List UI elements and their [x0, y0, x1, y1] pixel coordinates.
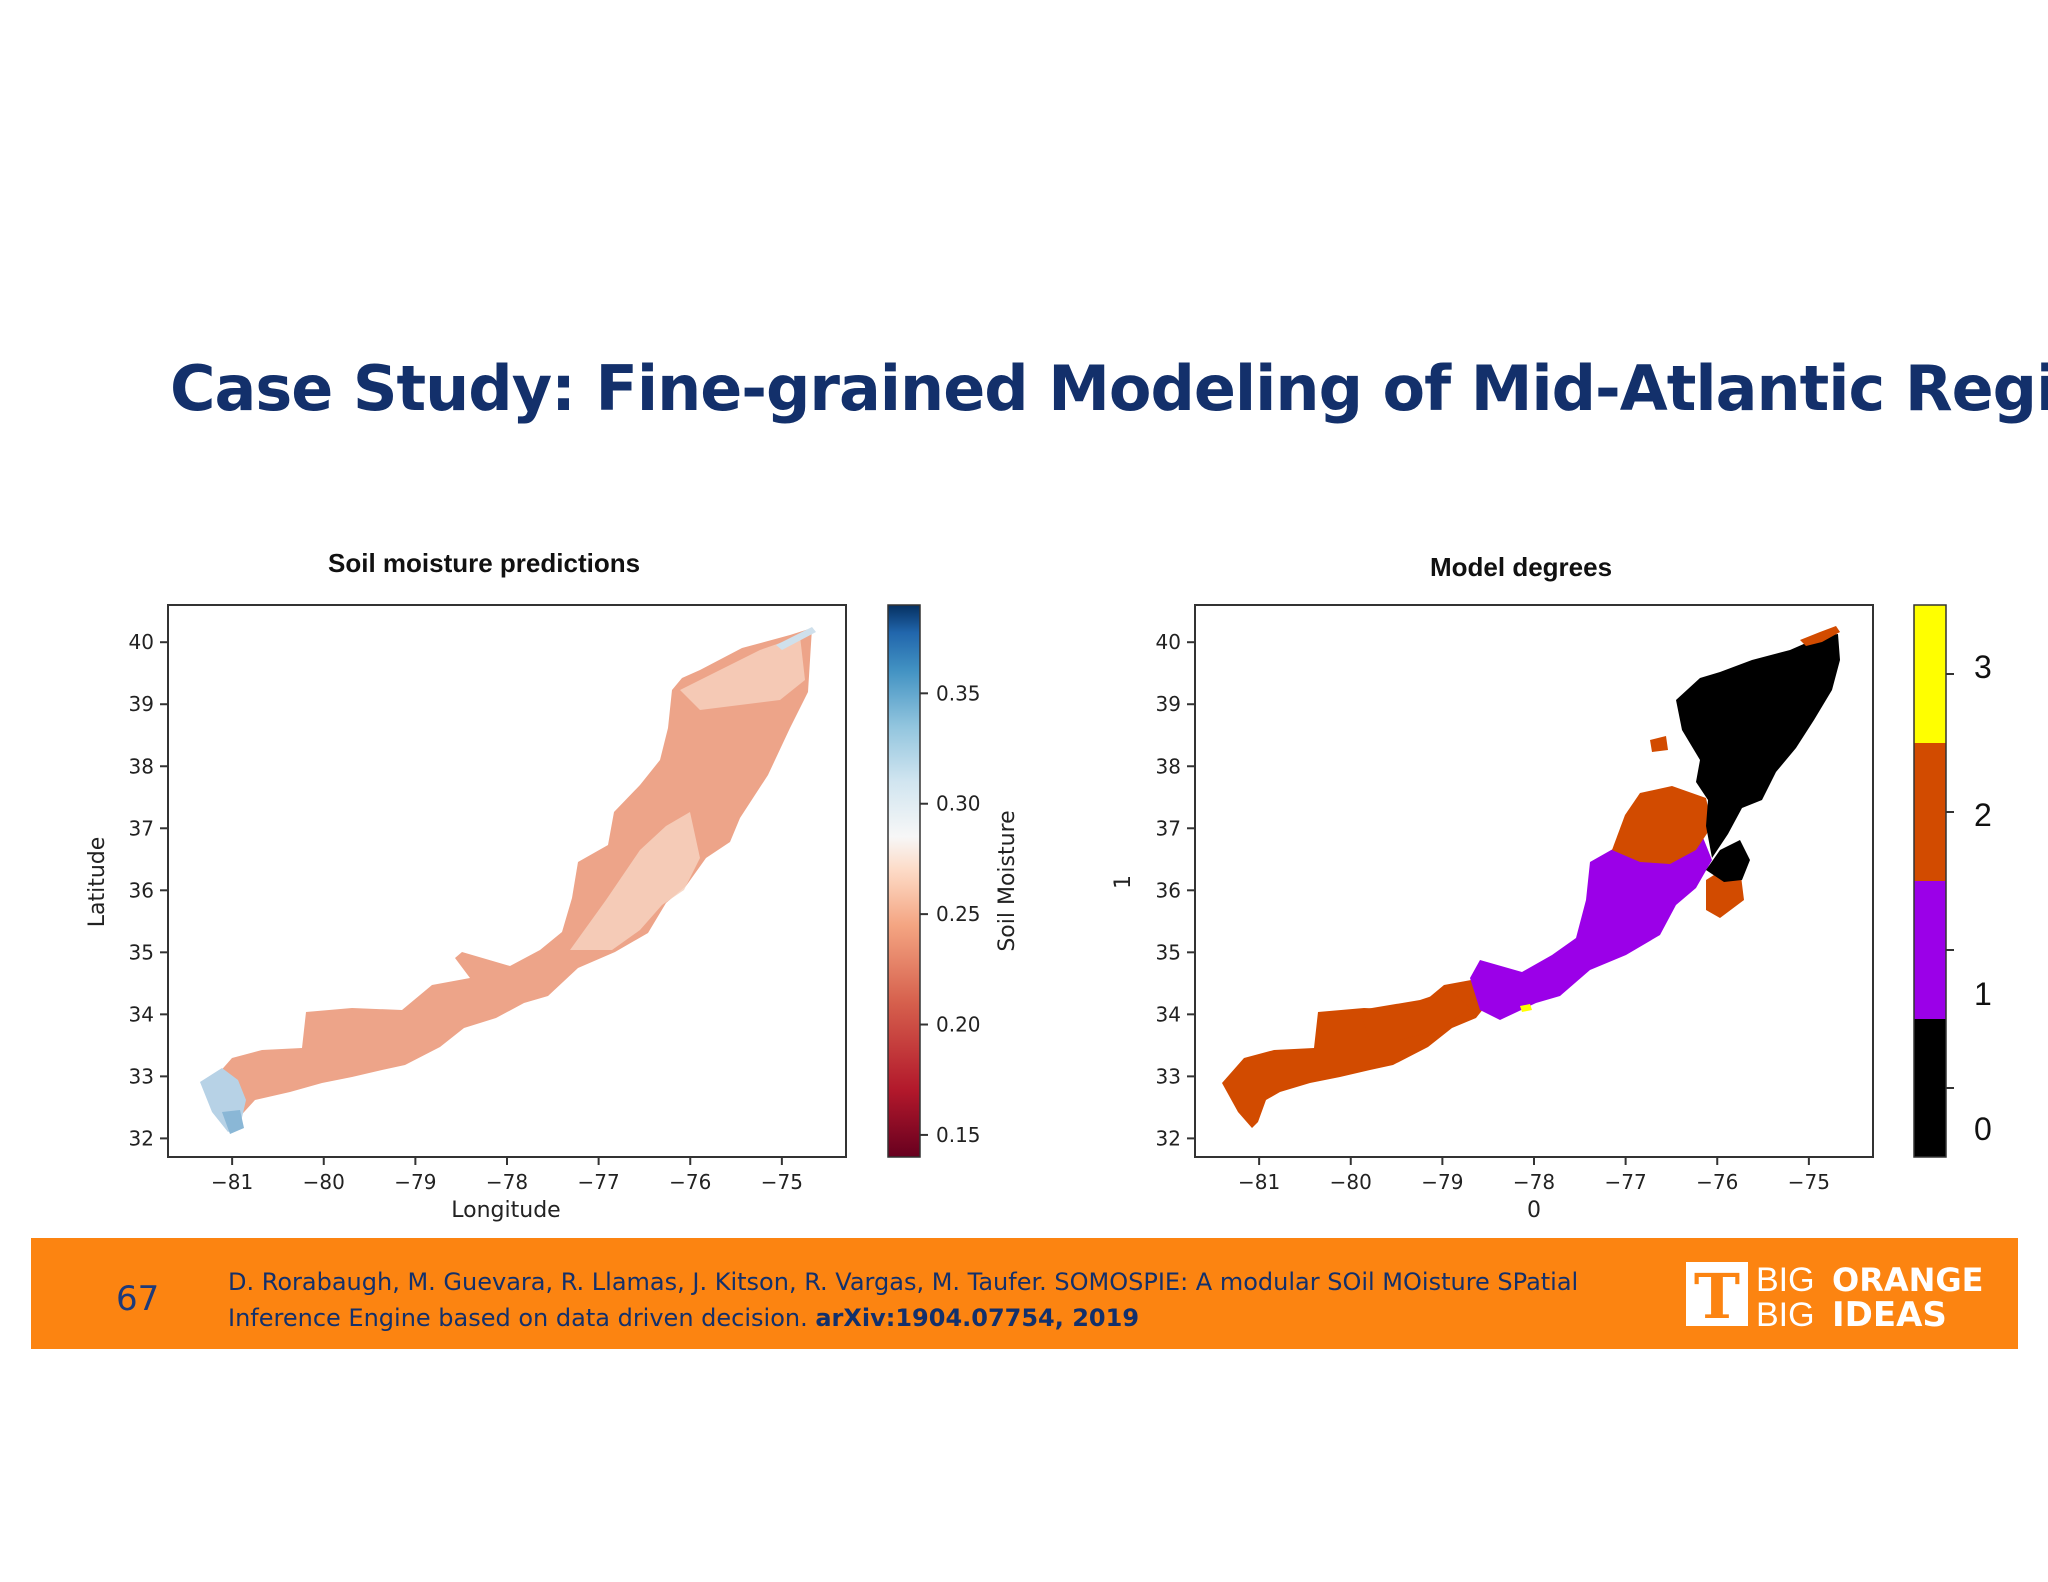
model-degrees-ytick-label: 34 — [1156, 1002, 1181, 1026]
soil-moisture-xtick-label: −76 — [669, 1170, 711, 1194]
model-degrees-colorbar-segment-3 — [1914, 605, 1946, 743]
model-degrees-ytick-label: 35 — [1156, 940, 1181, 964]
model-degrees-xtick-label: −75 — [1788, 1170, 1830, 1194]
soil-moisture-ytick-label: 36 — [129, 878, 154, 902]
soil-moisture-chart-title: Soil moisture predictions — [328, 548, 641, 578]
soil-moisture-ytick-label: 34 — [129, 1002, 154, 1026]
slide-title: Case Study: Fine-grained Modeling of Mid… — [170, 352, 2048, 425]
page-number: 67 — [116, 1279, 160, 1319]
model-degrees-ytick-label: 37 — [1156, 816, 1181, 840]
model-degrees-colorbar-tick-label: 1 — [1974, 976, 1992, 1012]
soil-moisture-ytick-label: 37 — [129, 816, 154, 840]
soil-moisture-colorbar — [887, 604, 921, 1158]
model-degrees-xtick-label: −80 — [1330, 1170, 1372, 1194]
model-degrees-ytick-label: 33 — [1156, 1064, 1181, 1088]
model-degrees-colorbar-ticks: 0 1 2 3 — [1946, 649, 1992, 1147]
citation-reference: arXiv:1904.07754, 2019 — [815, 1304, 1140, 1332]
model-degrees-orange-mid — [1360, 990, 1470, 1040]
logo-ideas: IDEAS — [1832, 1295, 1947, 1330]
model-degrees-xtick-label: −81 — [1238, 1170, 1280, 1194]
soil-moisture-light-north — [680, 636, 805, 710]
soil-moisture-colorbar-tick-label: 0.25 — [936, 902, 981, 926]
soil-moisture-xtick-label: −75 — [761, 1170, 803, 1194]
soil-moisture-y-ticks: 32 33 34 35 36 37 38 39 40 — [129, 630, 168, 1150]
soil-moisture-colorbar-tick-label: 0.15 — [936, 1123, 981, 1147]
soil-moisture-colorbar-tick-label: 0.30 — [936, 792, 981, 816]
soil-moisture-xtick-label: −79 — [394, 1170, 436, 1194]
soil-moisture-colorbar-tick-label: 0.35 — [936, 681, 981, 705]
soil-moisture-region — [200, 627, 816, 1134]
model-degrees-chart-title: Model degrees — [1430, 552, 1613, 582]
model-degrees-orange-mid-north — [1612, 786, 1712, 864]
model-degrees-ytick-label: 39 — [1156, 692, 1181, 716]
citation-text: D. Rorabaugh, M. Guevara, R. Llamas, J. … — [228, 1268, 1579, 1332]
model-degrees-black-patch — [1706, 840, 1750, 882]
model-degrees-colorbar-segment-2 — [1914, 743, 1946, 881]
soil-moisture-light-area — [570, 812, 700, 950]
model-degrees-ytick-label: 32 — [1156, 1126, 1181, 1150]
soil-moisture-xtick-label: −78 — [486, 1170, 528, 1194]
model-degrees-region — [1222, 626, 1840, 1128]
model-degrees-ytick-label: 40 — [1156, 630, 1181, 654]
model-degrees-x-axis-label: 0 — [1527, 1198, 1541, 1223]
model-degrees-yellow-speck — [1520, 1004, 1532, 1012]
citation: D. Rorabaugh, M. Guevara, R. Llamas, J. … — [228, 1264, 1648, 1336]
soil-moisture-ytick-label: 33 — [129, 1064, 154, 1088]
soil-moisture-colorbar-tick-label: 0.20 — [936, 1013, 981, 1037]
soil-moisture-xtick-label: −81 — [211, 1170, 253, 1194]
soil-moisture-ytick-label: 32 — [129, 1126, 154, 1150]
logo-big-1: BIG — [1756, 1261, 1815, 1299]
soil-moisture-ytick-label: 39 — [129, 692, 154, 716]
model-degrees-purple-band — [1470, 812, 1712, 1020]
model-degrees-ytick-label: 38 — [1156, 754, 1181, 778]
model-degrees-colorbar-segment-0 — [1914, 1019, 1946, 1157]
model-degrees-orange-speck-1 — [1800, 626, 1840, 646]
model-degrees-xtick-label: −77 — [1605, 1170, 1647, 1194]
model-degrees-xtick-label: −79 — [1421, 1170, 1463, 1194]
soil-moisture-colorbar-label: Soil Moisture — [995, 810, 1020, 951]
soil-moisture-y-axis-label: Latitude — [85, 837, 110, 928]
model-degrees-xtick-label: −76 — [1696, 1170, 1738, 1194]
logo-mark: T — [1694, 1260, 1740, 1330]
model-degrees-colorbar-tick-label: 2 — [1974, 797, 1992, 833]
model-degrees-y-ticks: 32 33 34 35 36 37 38 39 40 — [1156, 630, 1195, 1150]
soil-moisture-ytick-label: 35 — [129, 940, 154, 964]
soil-moisture-x-ticks: −81 −80 −79 −78 −77 −76 −75 — [211, 1157, 803, 1194]
soil-moisture-plot: 32 33 34 35 36 37 38 39 40 −81 −80 −79 −78 −77 −76 −75… — [85, 604, 1020, 1223]
soil-moisture-ytick-label: 40 — [129, 630, 154, 654]
soil-moisture-blue-spot — [222, 1110, 244, 1134]
soil-moisture-x-axis-label: Longitude — [451, 1198, 560, 1223]
logo-big-2: BIG — [1756, 1296, 1815, 1330]
model-degrees-ytick-label: 36 — [1156, 878, 1181, 902]
model-degrees-y-axis-label: 1 — [1111, 875, 1136, 889]
model-degrees-colorbar-tick-label: 0 — [1974, 1111, 1992, 1147]
model-degrees-colorbar-tick-label: 3 — [1974, 649, 1992, 685]
soil-moisture-northeast-strip — [776, 627, 816, 650]
soil-moisture-xtick-label: −77 — [578, 1170, 620, 1194]
model-degrees-colorbar — [1914, 605, 1946, 1157]
power-t-icon — [1686, 1262, 1748, 1326]
model-degrees-orange-speck-2 — [1650, 736, 1668, 752]
soil-moisture-colorbar-ticks: 0.15 0.20 0.25 0.30 0.35 — [920, 681, 981, 1147]
model-degrees-black-north — [1676, 634, 1840, 858]
logo-orange: ORANGE — [1832, 1261, 1984, 1299]
big-orange-big-ideas-logo: T BIG ORANGE BIG IDEAS — [1686, 1260, 1984, 1330]
model-degrees-xtick-label: −78 — [1513, 1170, 1555, 1194]
soil-moisture-ytick-label: 38 — [129, 754, 154, 778]
soil-moisture-xtick-label: −80 — [303, 1170, 345, 1194]
model-degrees-colorbar-frame — [1913, 604, 1947, 1158]
model-degrees-colorbar-segment-1 — [1914, 881, 1946, 1019]
model-degrees-x-ticks: −81 −80 −79 −78 −77 −76 −75 — [1238, 1157, 1830, 1194]
